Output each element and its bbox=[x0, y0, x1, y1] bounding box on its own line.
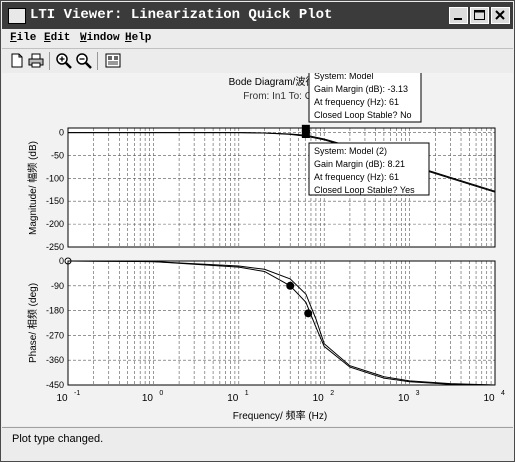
menu-help[interactable]: Help bbox=[125, 32, 152, 44]
phase-ylabel: Phase/ 相频 (deg) bbox=[26, 283, 39, 363]
gain-margin-marker bbox=[301, 124, 310, 133]
tooltip-line: Gain Margin (dB): -3.13 bbox=[314, 84, 408, 94]
window-title: LTI Viewer: Linearization Quick Plot bbox=[30, 7, 333, 23]
phase-tick-label: -270 bbox=[46, 330, 64, 340]
toolbar bbox=[2, 48, 513, 74]
tooltip-line: At frequency (Hz): 61 bbox=[314, 172, 399, 182]
gain-margin-marker bbox=[301, 130, 310, 139]
magnitude-axes[interactable] bbox=[68, 128, 495, 247]
new-file-icon[interactable] bbox=[8, 52, 26, 69]
x-tick-exponent: 4 bbox=[501, 390, 505, 397]
x-tick-label: 10 bbox=[483, 393, 495, 404]
x-tick-exponent: 1 bbox=[245, 390, 249, 397]
x-tick-label: 10 bbox=[142, 393, 154, 404]
print-icon[interactable] bbox=[27, 52, 45, 69]
minimize-button[interactable] bbox=[449, 7, 468, 24]
phase-series-1 bbox=[67, 260, 496, 386]
x-tick-exponent: -1 bbox=[74, 390, 80, 397]
phase-tick-label: -450 bbox=[46, 380, 64, 390]
tooltip-line: At frequency (Hz): 61 bbox=[314, 97, 399, 107]
magnitude-axes-frame bbox=[67, 127, 496, 248]
magnitude-tick-label: -250 bbox=[46, 242, 64, 252]
tooltip-model-2[interactable]: System: Model (2) Gain Margin (dB): 8.21… bbox=[308, 142, 430, 196]
tooltip-model-1[interactable]: System: Model Gain Margin (dB): -3.13 At… bbox=[308, 71, 422, 123]
x-tick-label: 10 bbox=[227, 393, 239, 404]
phase-tick-label: -90 bbox=[51, 281, 64, 291]
x-tick-label: 10 bbox=[313, 393, 325, 404]
tooltip-line: System: Model bbox=[314, 73, 374, 81]
close-icon bbox=[495, 10, 505, 20]
plot-config-icon[interactable] bbox=[104, 52, 122, 69]
phase-series-2 bbox=[67, 260, 496, 386]
x-tick-exponent: 3 bbox=[416, 390, 420, 397]
title-bar[interactable]: LTI Viewer: Linearization Quick Plot bbox=[2, 2, 513, 29]
x-tick-label: 10 bbox=[56, 393, 68, 404]
magnitude-tick-label: -150 bbox=[46, 196, 64, 206]
phase-tick-label: -360 bbox=[46, 355, 64, 365]
maximize-icon bbox=[474, 10, 485, 20]
toolbar-separator bbox=[97, 52, 98, 70]
phase-tick-label: 0 bbox=[59, 256, 64, 266]
menu-bar: File Edit Window Help bbox=[2, 30, 513, 48]
phase-tick-label: -180 bbox=[46, 306, 64, 316]
zoom-out-icon[interactable] bbox=[75, 52, 93, 69]
phase-crossover-marker bbox=[304, 309, 313, 318]
magnitude-tick-label: -200 bbox=[46, 219, 64, 229]
magnitude-tick-label: -50 bbox=[51, 150, 64, 160]
close-button[interactable] bbox=[491, 7, 510, 24]
tooltip-line: System: Model (2) bbox=[314, 146, 387, 156]
status-bar: Plot type changed. bbox=[2, 427, 513, 460]
plot-area: 0 -50 -100 -150 -200 -250 0 -90 -180 -270 -360 -450… bbox=[2, 71, 513, 426]
phase-axes[interactable] bbox=[68, 261, 495, 385]
toolbar-separator bbox=[49, 52, 50, 70]
matlab-window-icon bbox=[8, 8, 26, 24]
menu-window[interactable]: Window bbox=[80, 32, 120, 44]
x-tick-exponent: 2 bbox=[330, 390, 334, 397]
phase-axes-frame bbox=[67, 260, 496, 386]
x-tick-label: 10 bbox=[398, 393, 410, 404]
minimize-icon bbox=[454, 18, 462, 20]
tooltip-line: Closed Loop Stable? Yes bbox=[314, 185, 415, 195]
tooltip-line: Gain Margin (dB): 8.21 bbox=[314, 159, 405, 169]
bode-diagram[interactable]: 0 -50 -100 -150 -200 -250 0 -90 -180 -270 -360 -450… bbox=[2, 71, 513, 426]
status-text: Plot type changed. bbox=[12, 433, 104, 445]
io-label: From: In1 To: Out bbox=[243, 91, 321, 102]
x-tick-exponent: 0 bbox=[159, 390, 163, 397]
magnitude-tick-label: -100 bbox=[46, 173, 64, 183]
magnitude-ylabel: Magnitude/ 幅频 (dB) bbox=[26, 141, 39, 235]
maximize-button[interactable] bbox=[470, 7, 489, 24]
plot-title: Bode Diagram/波德 bbox=[229, 75, 316, 88]
tooltip-line: Closed Loop Stable? No bbox=[314, 110, 412, 120]
menu-file[interactable]: File bbox=[10, 32, 37, 44]
x-axis-label: Frequency/ 频率 (Hz) bbox=[233, 409, 327, 422]
menu-edit[interactable]: Edit bbox=[44, 32, 71, 44]
zoom-in-icon[interactable] bbox=[55, 52, 73, 69]
magnitude-tick-label: 0 bbox=[59, 128, 64, 138]
phase-crossover-marker bbox=[286, 281, 295, 290]
